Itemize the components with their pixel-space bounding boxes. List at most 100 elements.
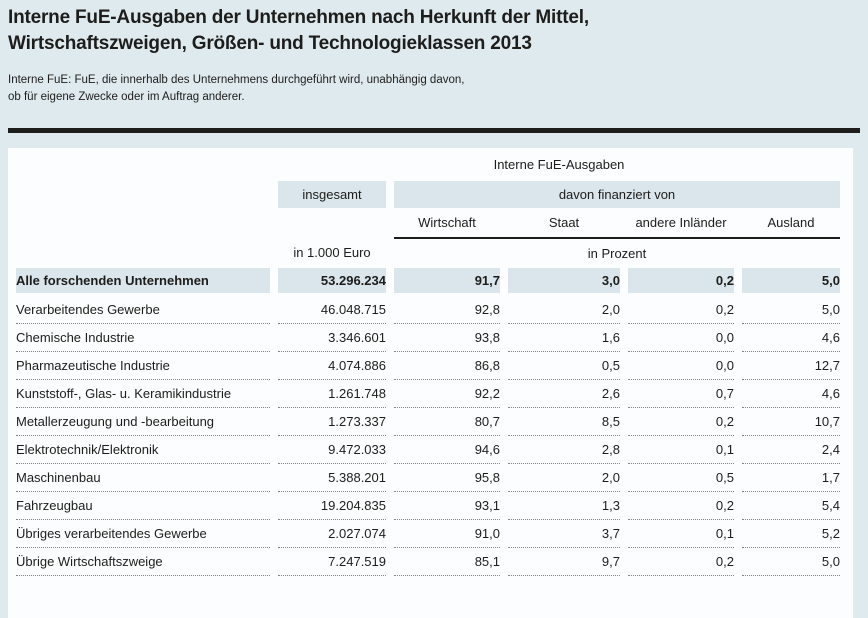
row-total-value: 53.296.234 (278, 268, 386, 296)
unit-label-euro: in 1.000 Euro (293, 245, 371, 260)
row-label: Elektrotechnik/Elektronik (16, 436, 270, 464)
row-label: Alle forschenden Unternehmen (16, 268, 270, 296)
table-row: Metallerzeugung und -bearbeitung 1.273.3… (16, 408, 840, 436)
table-row: Elektrotechnik/Elektronik 9.472.033 94,6… (16, 436, 840, 464)
spacer-cell (16, 208, 270, 237)
row-percent-staat: 0,5 (508, 352, 620, 380)
row-percent-staat: 3,0 (508, 268, 620, 296)
row-percent-ausland: 1,7 (742, 464, 840, 492)
row-percent-staat: 2,0 (508, 464, 620, 492)
row-percent-ausland: 5,2 (742, 520, 840, 548)
row-percent-wirtschaft: 92,8 (394, 296, 500, 324)
row-percent-wirtschaft: 92,2 (394, 380, 500, 408)
table-row: Maschinenbau 5.388.201 95,8 2,0 0,5 1,7 (16, 464, 840, 492)
row-total-value: 5.388.201 (278, 464, 386, 492)
row-total-value: 9.472.033 (278, 436, 386, 464)
horizontal-rule (8, 128, 860, 133)
table-row-total: Alle forschenden Unternehmen 53.296.234 … (16, 268, 840, 296)
row-percent-wirtschaft: 95,8 (394, 464, 500, 492)
table-group-header-row: Interne FuE-Ausgaben (16, 148, 840, 181)
row-percent-andere: 0,2 (628, 408, 734, 436)
table-row: Verarbeitendes Gewerbe 46.048.715 92,8 2… (16, 296, 840, 324)
row-total-value: 7.247.519 (278, 548, 386, 576)
column-header-ausland: Ausland (767, 215, 815, 230)
spacer-cell (16, 237, 270, 268)
row-percent-ausland: 5,0 (742, 296, 840, 324)
row-percent-ausland: 5,4 (742, 492, 840, 520)
row-label: Übriges verarbeitendes Gewerbe (16, 520, 270, 548)
row-percent-staat: 2,6 (508, 380, 620, 408)
row-percent-staat: 9,7 (508, 548, 620, 576)
row-total-value: 46.048.715 (278, 296, 386, 324)
column-header-wirtschaft: Wirtschaft (418, 215, 476, 230)
row-percent-wirtschaft: 91,7 (394, 268, 500, 296)
row-percent-andere: 0,5 (628, 464, 734, 492)
row-percent-andere: 0,2 (628, 296, 734, 324)
page-note: Interne FuE: FuE, die innerhalb des Unte… (8, 72, 464, 106)
row-label: Pharmazeutische Industrie (16, 352, 270, 380)
column-header-staat: Staat (548, 215, 580, 230)
row-percent-andere: 0,1 (628, 436, 734, 464)
table-row: Übrige Wirtschaftszweige 7.247.519 85,1 … (16, 548, 840, 576)
row-total-value: 2.027.074 (278, 520, 386, 548)
row-percent-andere: 0,7 (628, 380, 734, 408)
row-percent-wirtschaft: 93,8 (394, 324, 500, 352)
row-percent-staat: 3,7 (508, 520, 620, 548)
row-total-value: 3.346.601 (278, 324, 386, 352)
table-row: Fahrzeugbau 19.204.835 93,1 1,3 0,2 5,4 (16, 492, 840, 520)
row-percent-staat: 1,3 (508, 492, 620, 520)
row-percent-staat: 8,5 (508, 408, 620, 436)
row-percent-wirtschaft: 93,1 (394, 492, 500, 520)
row-percent-wirtschaft: 94,6 (394, 436, 500, 464)
row-percent-wirtschaft: 80,7 (394, 408, 500, 436)
table-row: Pharmazeutische Industrie 4.074.886 86,8… (16, 352, 840, 380)
row-total-value: 1.273.337 (278, 408, 386, 436)
row-total-value: 19.204.835 (278, 492, 386, 520)
page-title: Interne FuE-Ausgaben der Unternehmen nac… (8, 5, 589, 57)
row-label: Verarbeitendes Gewerbe (16, 296, 270, 324)
row-label: Übrige Wirtschaftszweige (16, 548, 270, 576)
page-title-line1: Interne FuE-Ausgaben der Unternehmen nac… (8, 7, 589, 28)
row-percent-andere: 0,2 (628, 492, 734, 520)
row-percent-ausland: 10,7 (742, 408, 840, 436)
column-header-andere-inlaender: andere Inländer (635, 215, 727, 230)
unit-label-prozent: in Prozent (394, 237, 840, 268)
row-percent-staat: 2,8 (508, 436, 620, 464)
spacer-cell (16, 181, 270, 208)
table-row: Kunststoff-, Glas- u. Keramikindustrie 1… (16, 380, 840, 408)
table-column-header-row: Wirtschaft Staat andere Inländer Ausland (16, 208, 840, 237)
page-note-line2: ob für eigene Zwecke oder im Auftrag and… (8, 91, 245, 103)
spacer-cell (278, 208, 386, 237)
row-label: Metallerzeugung und -bearbeitung (16, 408, 270, 436)
row-percent-ausland: 2,4 (742, 436, 840, 464)
row-label: Fahrzeugbau (16, 492, 270, 520)
page-title-line2: Wirtschaftszweigen, Größen- und Technolo… (8, 33, 532, 54)
row-percent-andere: 0,0 (628, 352, 734, 380)
row-label: Kunststoff-, Glas- u. Keramikindustrie (16, 380, 270, 408)
table-row: Übriges verarbeitendes Gewerbe 2.027.074… (16, 520, 840, 548)
row-percent-ausland: 5,0 (742, 268, 840, 296)
page-note-line1: Interne FuE: FuE, die innerhalb des Unte… (8, 74, 465, 86)
row-percent-andere: 0,1 (628, 520, 734, 548)
row-percent-ausland: 4,6 (742, 380, 840, 408)
row-total-value: 1.261.748 (278, 380, 386, 408)
row-percent-ausland: 5,0 (742, 548, 840, 576)
row-percent-staat: 2,0 (508, 296, 620, 324)
row-percent-ausland: 12,7 (742, 352, 840, 380)
spacer-cell (16, 148, 270, 181)
table-card: Interne FuE-Ausgaben insgesamt davon fin… (8, 148, 853, 618)
fue-expenditure-table: Interne FuE-Ausgaben insgesamt davon fin… (8, 148, 848, 576)
row-percent-wirtschaft: 86,8 (394, 352, 500, 380)
column-group-header-finanziert: davon finanziert von (394, 181, 840, 208)
table-row: Chemische Industrie 3.346.601 93,8 1,6 0… (16, 324, 840, 352)
row-percent-staat: 1,6 (508, 324, 620, 352)
row-label: Maschinenbau (16, 464, 270, 492)
row-percent-ausland: 4,6 (742, 324, 840, 352)
row-percent-wirtschaft: 91,0 (394, 520, 500, 548)
group-title: Interne FuE-Ausgaben (493, 157, 625, 172)
row-percent-andere: 0,2 (628, 268, 734, 296)
row-percent-wirtschaft: 85,1 (394, 548, 500, 576)
table-subgroup-header-row: insgesamt davon finanziert von (16, 181, 840, 208)
column-header-insgesamt: insgesamt (278, 181, 386, 208)
